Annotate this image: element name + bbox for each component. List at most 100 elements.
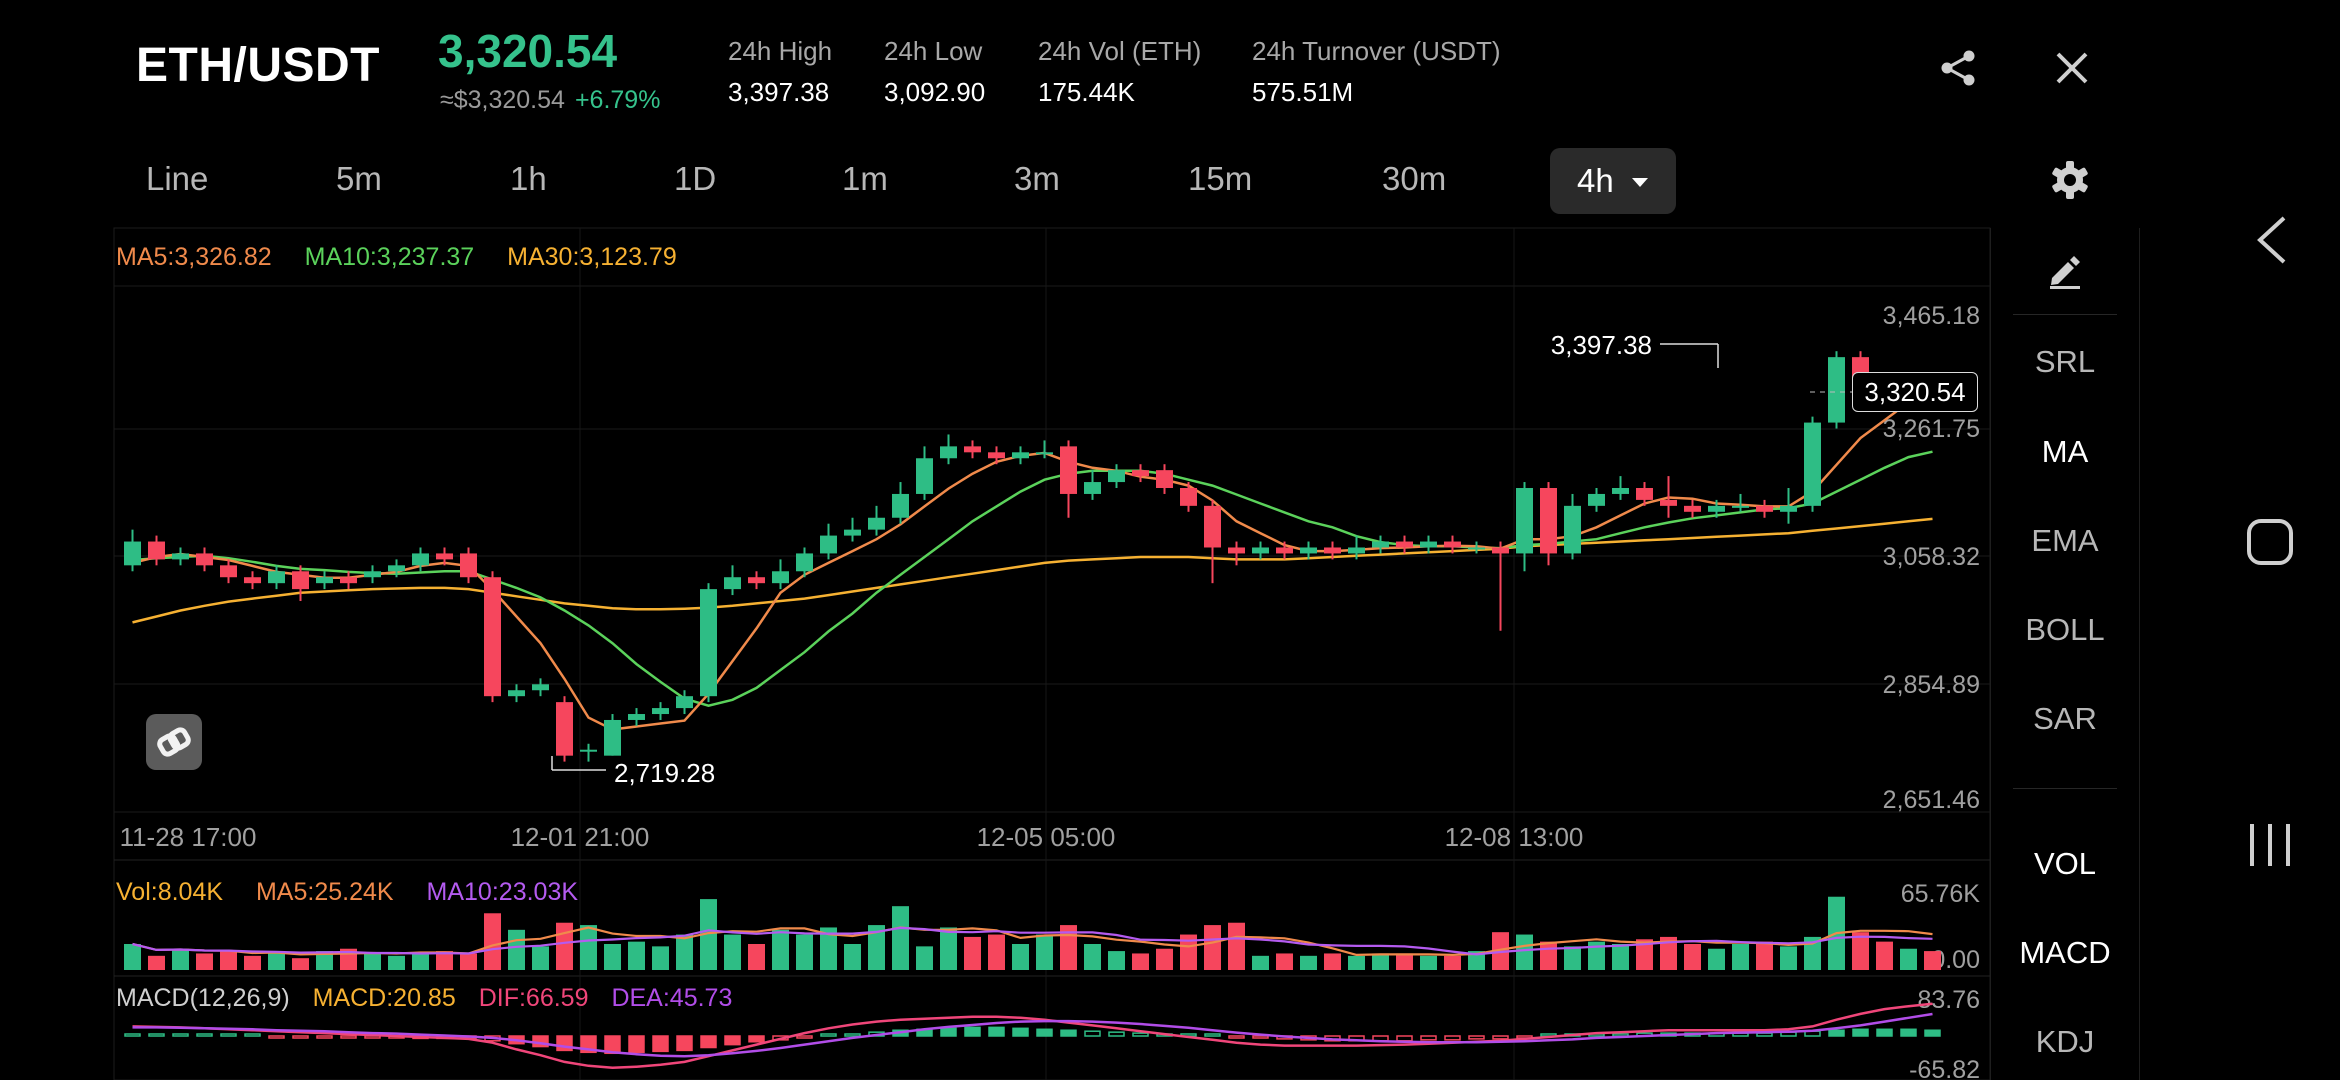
indicator-kdj[interactable]: KDJ	[2035, 1024, 2095, 1059]
candle-body	[1444, 541, 1461, 548]
macd-hist-bar	[1396, 1035, 1413, 1042]
volume-bar	[1156, 948, 1173, 970]
tab-line[interactable]: Line	[146, 160, 209, 197]
y-tick: 3,261.75	[1883, 415, 1980, 443]
macd-title: MACD(12,26,9)	[116, 984, 290, 1012]
candle	[796, 547, 813, 578]
volume-bar	[1732, 944, 1749, 970]
indicator-ema[interactable]: EMA	[2031, 523, 2099, 558]
stat-label: 24h Low	[884, 36, 983, 66]
tab-30m[interactable]: 30m	[1382, 160, 1447, 197]
volume-bar	[676, 934, 693, 970]
volume-bar	[1420, 955, 1437, 970]
volume-bar	[628, 941, 645, 970]
candle-body	[628, 714, 645, 720]
panel-divider	[2013, 788, 2117, 789]
stat-24h-turnover: 24h Turnover (USDT) 575.51M	[1252, 36, 1501, 108]
stat-value: 3,092.90	[884, 77, 986, 107]
stat-24h-vol: 24h Vol (ETH) 175.44K	[1038, 36, 1201, 108]
ma5-line	[132, 397, 1933, 731]
volume-bar	[796, 934, 813, 970]
macd-hist-bar	[628, 1035, 645, 1054]
tab-4h-dropdown[interactable]: 4h	[1550, 148, 1676, 214]
low-label: 2,719.28	[614, 758, 715, 788]
candle-body	[1564, 505, 1581, 554]
candle	[196, 547, 213, 572]
candle	[292, 565, 309, 602]
volume-bar	[388, 955, 405, 970]
y-tick: 2,854.89	[1883, 671, 1980, 699]
volume-bar	[1852, 932, 1869, 970]
candle-body	[1012, 452, 1029, 459]
pair-title[interactable]: ETH/USDT	[136, 39, 380, 92]
volume-bar	[1084, 944, 1101, 970]
candle	[1036, 440, 1053, 459]
tab-3m[interactable]: 3m	[1014, 160, 1060, 197]
vol-max-label: 65.76K	[1901, 880, 1981, 908]
candle	[316, 571, 333, 590]
candle	[508, 684, 525, 703]
volume-bar	[1444, 955, 1461, 970]
volume-bar	[124, 944, 141, 970]
candle	[1180, 482, 1197, 512]
macd-hist-bar	[292, 1035, 309, 1039]
drawing-toggle-button[interactable]	[146, 714, 202, 770]
candle-body	[844, 529, 861, 536]
close-icon[interactable]	[2050, 46, 2094, 90]
indicator-ma[interactable]: MA	[2041, 434, 2089, 469]
volume-ma-lines	[132, 926, 1933, 957]
ma-lines	[132, 397, 1933, 731]
volume-bar	[892, 906, 909, 970]
volume-bar	[1612, 944, 1629, 970]
gear-icon[interactable]	[2050, 160, 2090, 200]
panel-divider	[2013, 314, 2117, 315]
indicator-vol[interactable]: VOL	[2033, 846, 2097, 881]
volume-bar	[1108, 951, 1125, 970]
candle-body	[580, 749, 597, 752]
macd-hist-bar	[1900, 1028, 1917, 1037]
tab-1m[interactable]: 1m	[842, 160, 888, 197]
candle-body	[1420, 541, 1437, 548]
candle-body	[1348, 547, 1365, 554]
candle	[820, 523, 837, 560]
candle-body	[316, 577, 333, 584]
share-icon[interactable]	[1938, 48, 1978, 88]
candle-body	[532, 684, 549, 691]
tab-15m[interactable]: 15m	[1188, 160, 1253, 197]
volume-bar	[1132, 953, 1149, 970]
candle-body	[388, 565, 405, 572]
vol-legend-value: Vol:8.04K	[116, 878, 224, 906]
tab-1d[interactable]: 1D	[674, 160, 717, 197]
macd-hist-bar	[340, 1035, 357, 1039]
candle	[1780, 488, 1797, 524]
tab-1h[interactable]: 1h	[510, 160, 547, 197]
candle	[220, 559, 237, 584]
candle-body	[772, 571, 789, 584]
candle	[436, 547, 453, 566]
indicator-boll[interactable]: BOLL	[2025, 612, 2105, 647]
pen-icon[interactable]	[2046, 252, 2084, 290]
recents-nav-icon[interactable]	[2246, 820, 2294, 870]
candle	[700, 583, 717, 703]
volume-bar	[1300, 955, 1317, 970]
candle	[532, 678, 549, 697]
indicator-srl[interactable]: SRL	[2034, 344, 2096, 379]
volume-bar	[1924, 951, 1941, 970]
back-nav-icon[interactable]	[2248, 210, 2294, 270]
volume-bar	[1204, 925, 1221, 970]
candle	[460, 547, 477, 584]
tab-5m[interactable]: 5m	[336, 160, 382, 197]
candlestick-chart[interactable]: 3,465.18 3,261.75 3,058.32 2,854.89 2,65…	[0, 0, 2000, 1080]
candle-body	[172, 553, 189, 560]
candle-body	[148, 541, 165, 560]
indicator-sar[interactable]: SAR	[2033, 701, 2097, 736]
candle	[1708, 499, 1725, 518]
indicator-macd[interactable]: MACD	[2019, 935, 2111, 970]
home-nav-icon[interactable]	[2246, 518, 2294, 566]
x-tick: 12-08 13:00	[1445, 822, 1584, 852]
dif-line	[132, 1002, 1933, 1069]
candle	[364, 565, 381, 584]
candle	[556, 696, 573, 762]
candle-body	[1180, 488, 1197, 506]
candle	[892, 482, 909, 524]
